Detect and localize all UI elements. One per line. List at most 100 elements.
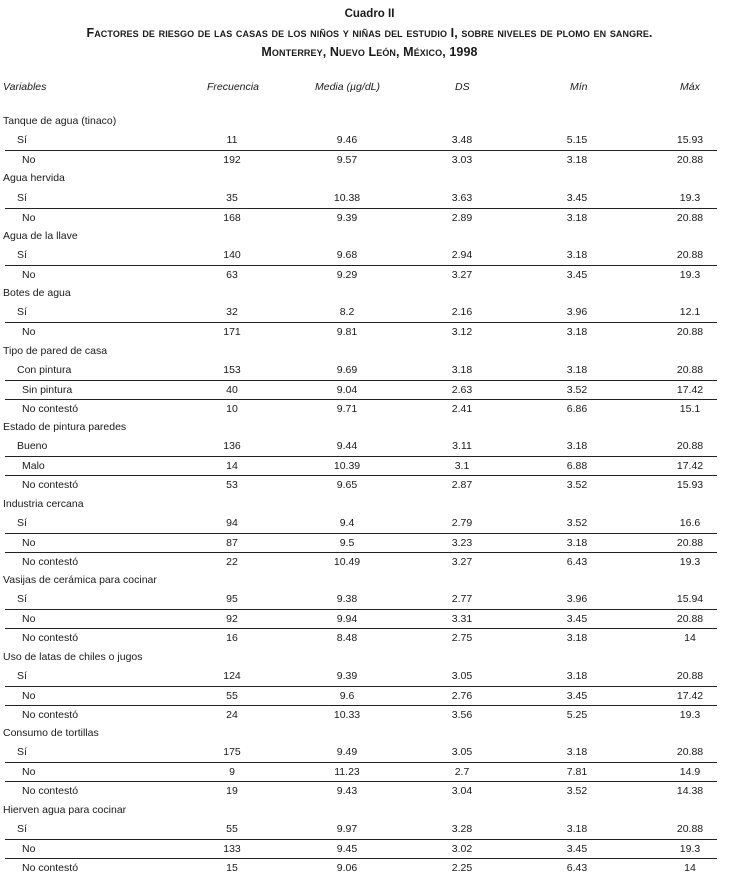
ds-cell: 3.12 [451, 326, 473, 339]
frecuencia-cell: 14 [226, 460, 238, 473]
table-row: Sí 140 9.68 2.94 3.18 20.88 [0, 246, 739, 265]
category-label: Malo [22, 460, 45, 473]
category-label: No [22, 269, 36, 281]
max-cell: 15.93 [676, 134, 704, 147]
category-label: No contestó [22, 555, 79, 568]
ds-cell: 3.05 [451, 746, 473, 759]
table-row: No contestó 22 10.49 3.27 6.43 19.3 [5, 551, 717, 571]
min-cell: 3.18 [566, 822, 588, 835]
category-label: No [22, 536, 36, 549]
media-cell: 9.46 [336, 134, 358, 147]
media-cell: 9.39 [336, 211, 358, 224]
ds-cell: 3.11 [452, 440, 472, 453]
frecuencia-cell: 10 [226, 402, 238, 415]
max-cell: 19.3 [679, 269, 701, 281]
table-row: No 192 9.57 3.03 3.18 20.88 [5, 150, 717, 169]
header-max: Máx [680, 81, 700, 93]
ds-cell: 3.27 [451, 269, 473, 281]
category-label: Sí [17, 516, 27, 529]
frecuencia-cell: 15 [226, 861, 238, 874]
media-cell: 11.23 [334, 766, 360, 779]
min-cell: 3.18 [566, 632, 588, 645]
min-cell: 3.18 [566, 326, 588, 339]
table-row: Con pintura 153 9.69 3.18 3.18 20.88 [0, 361, 739, 380]
table-row: No contestó 10 9.71 2.41 6.86 15.1 [5, 398, 717, 418]
table-row: No 55 9.6 2.76 3.45 17.42 [5, 685, 717, 705]
category-label: No [22, 326, 36, 339]
ds-cell: 3.03 [451, 154, 473, 167]
media-cell: 10.33 [333, 708, 361, 721]
min-cell: 5.15 [566, 134, 588, 147]
group-row: Tipo de pared de casa [0, 342, 739, 361]
category-label: Sí [17, 134, 27, 147]
group-row: Hierven agua para cocinar [0, 801, 739, 820]
max-cell: 20.88 [676, 211, 704, 224]
table-row: No contestó 24 10.33 3.56 5.25 19.3 [5, 704, 717, 724]
media-cell: 9.44 [336, 440, 358, 453]
min-cell: 3.18 [566, 536, 588, 549]
table-row: Sí 175 9.49 3.05 3.18 20.88 [0, 743, 739, 762]
category-label: Sí [17, 191, 27, 204]
ds-cell: 3.18 [451, 363, 473, 376]
category-label: No contestó [22, 708, 79, 721]
min-cell: 3.52 [566, 516, 588, 529]
table-body: Tanque de agua (tinaco) Sí 11 9.46 3.48 5.15 1… [0, 112, 739, 877]
min-cell: 3.52 [566, 479, 588, 492]
media-cell: 10.49 [333, 555, 361, 568]
media-cell: 9.94 [336, 613, 358, 626]
media-cell: 9.65 [336, 479, 358, 492]
min-cell: 3.52 [566, 785, 588, 798]
category-label: Sí [17, 593, 27, 606]
media-cell: 9.38 [336, 593, 358, 606]
media-cell: 9.68 [336, 248, 358, 261]
max-cell: 17.42 [676, 689, 704, 702]
category-label: No [22, 154, 36, 167]
min-cell: 3.18 [566, 211, 588, 224]
ds-cell: 2.16 [451, 306, 473, 319]
frecuencia-cell: 140 [223, 248, 241, 261]
media-cell: 9.57 [336, 154, 358, 167]
max-cell: 15.93 [676, 479, 704, 492]
max-cell: 20.88 [676, 440, 704, 453]
min-cell: 3.18 [566, 154, 588, 167]
frecuencia-cell: 133 [223, 842, 241, 855]
ds-cell: 3.05 [451, 669, 473, 682]
max-cell: 17.42 [676, 460, 704, 473]
max-cell: 17.42 [676, 383, 704, 396]
min-cell: 3.45 [566, 191, 588, 204]
media-cell: 9.4 [339, 516, 355, 529]
group-label: Uso de latas de chiles o jugos [3, 650, 143, 663]
table-subtitle: Monterrey, Nuevo León, México, 1998 [261, 45, 478, 59]
media-cell: 9.69 [336, 363, 358, 376]
media-cell: 9.43 [336, 785, 358, 798]
max-cell: 20.88 [676, 363, 704, 376]
header-min: Mín [570, 81, 588, 93]
max-cell: 15.94 [676, 593, 704, 606]
min-cell: 3.96 [566, 593, 588, 606]
media-cell: 9.06 [336, 861, 358, 874]
ds-cell: 3.48 [451, 134, 473, 147]
category-label: No contestó [22, 632, 79, 645]
media-cell: 9.81 [336, 326, 358, 339]
min-cell: 3.18 [566, 363, 588, 376]
frecuencia-cell: 11 [226, 134, 238, 147]
max-cell: 14 [684, 861, 696, 874]
group-row: Vasijas de cerámica para cocinar [0, 571, 739, 590]
frecuencia-cell: 53 [226, 479, 238, 492]
group-label: Hierven agua para cocinar [3, 803, 127, 816]
frecuencia-cell: 95 [226, 593, 238, 606]
frecuencia-cell: 32 [226, 306, 238, 319]
table-row: No contestó 16 8.48 2.75 3.18 14 [5, 628, 717, 647]
ds-cell: 3.02 [451, 842, 473, 855]
ds-cell: 2.7 [454, 766, 470, 779]
frecuencia-cell: 63 [226, 269, 238, 281]
max-cell: 20.88 [676, 669, 704, 682]
max-cell: 20.88 [676, 326, 704, 339]
category-label: No contestó [22, 479, 79, 492]
group-label: Botes de agua [3, 287, 71, 300]
table-row: Bueno 136 9.44 3.11 3.18 20.88 [0, 437, 739, 456]
category-label: Sin pintura [22, 383, 73, 396]
category-label: Sí [17, 248, 27, 261]
group-label: Tanque de agua (tinaco) [3, 115, 117, 127]
media-cell: 9.39 [336, 669, 358, 682]
